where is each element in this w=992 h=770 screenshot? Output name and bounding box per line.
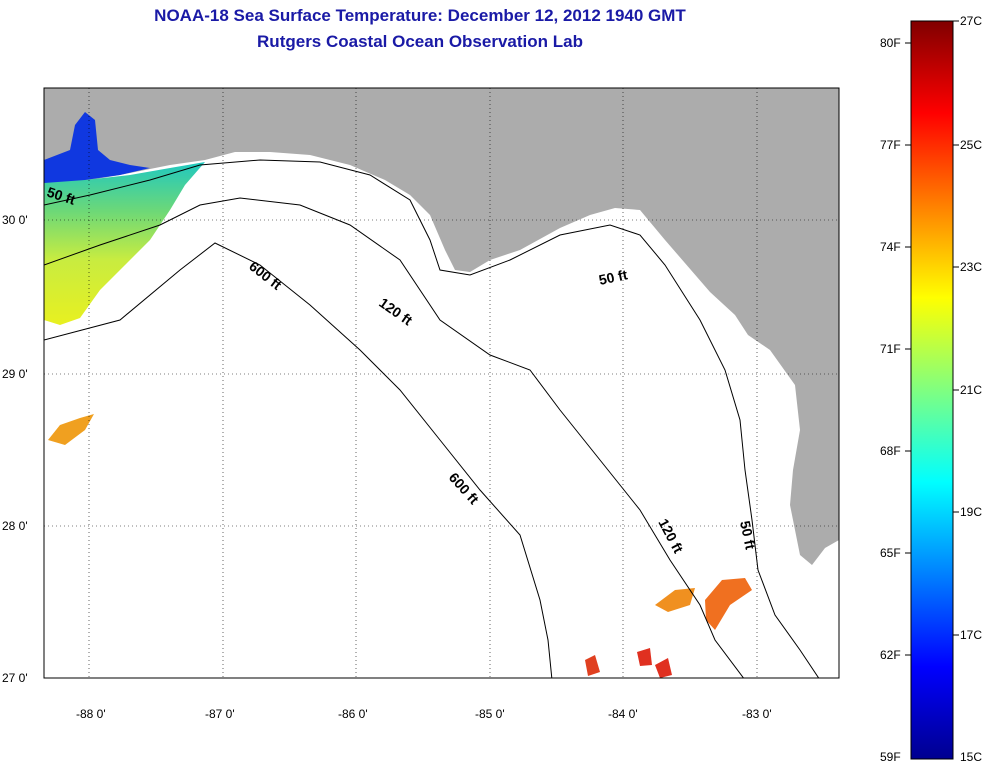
sst-patch-warm-2 bbox=[655, 588, 695, 612]
contour-label-50ft-east: 50 ft bbox=[597, 266, 629, 288]
lon-label-86: -86 0' bbox=[338, 707, 368, 721]
contour-600ft bbox=[44, 242, 553, 678]
lat-label-27: 27 0' bbox=[2, 671, 28, 685]
colorbar-label-71f: 71F bbox=[880, 342, 901, 356]
colorbar-label-80f: 80F bbox=[880, 36, 901, 50]
contour-50ft bbox=[44, 159, 820, 678]
colorbar-label-68f: 68F bbox=[880, 444, 901, 458]
contour-120ft bbox=[44, 197, 745, 678]
lat-label-28: 28 0' bbox=[2, 519, 28, 533]
colorbar-label-59f: 59F bbox=[880, 750, 901, 764]
colorbar-label-77f: 77F bbox=[880, 138, 901, 152]
map-frame bbox=[43, 87, 840, 679]
colorbar-label-19c: 19C bbox=[960, 505, 983, 519]
contour-label-50ft-south: 50 ft bbox=[737, 519, 759, 551]
sst-west-patch bbox=[44, 162, 205, 325]
colorbar-label-65f: 65F bbox=[880, 546, 901, 560]
lon-label-83: -83 0' bbox=[742, 707, 772, 721]
lon-label-84: -84 0' bbox=[608, 707, 638, 721]
sst-bay-cold bbox=[44, 112, 150, 183]
colorbar bbox=[910, 20, 954, 760]
sst-patch-hot-4 bbox=[623, 678, 634, 686]
lat-label-29: 29 0' bbox=[2, 367, 28, 381]
lat-label-30: 30 0' bbox=[2, 213, 28, 227]
lon-label-88: -88 0' bbox=[76, 707, 106, 721]
sst-patch-hot-1 bbox=[585, 655, 600, 676]
lon-label-85: -85 0' bbox=[475, 707, 505, 721]
colorbar-label-21c: 21C bbox=[960, 383, 983, 397]
colorbar-label-15c: 15C bbox=[960, 750, 983, 764]
map-subtitle: Rutgers Coastal Ocean Observation Lab bbox=[257, 32, 583, 51]
lon-label-87: -87 0' bbox=[205, 707, 235, 721]
graticule bbox=[44, 88, 839, 679]
sst-patch-hot-2 bbox=[637, 648, 652, 666]
colorbar-ticks bbox=[905, 20, 959, 656]
colorbar-label-74f: 74F bbox=[880, 240, 901, 254]
colorbar-label-62f: 62F bbox=[880, 648, 901, 662]
colorbar-label-25c: 25C bbox=[960, 138, 983, 152]
sst-patch-hot-3 bbox=[655, 658, 672, 678]
sst-patch-warm-3 bbox=[705, 578, 752, 630]
colorbar-label-27c: 27C bbox=[960, 14, 983, 28]
colorbar-label-17c: 17C bbox=[960, 628, 983, 642]
sst-patch-warm-1 bbox=[48, 414, 94, 445]
land-mass bbox=[44, 88, 839, 565]
colorbar-label-23c: 23C bbox=[960, 260, 983, 274]
map-title: NOAA-18 Sea Surface Temperature: Decembe… bbox=[154, 6, 686, 25]
